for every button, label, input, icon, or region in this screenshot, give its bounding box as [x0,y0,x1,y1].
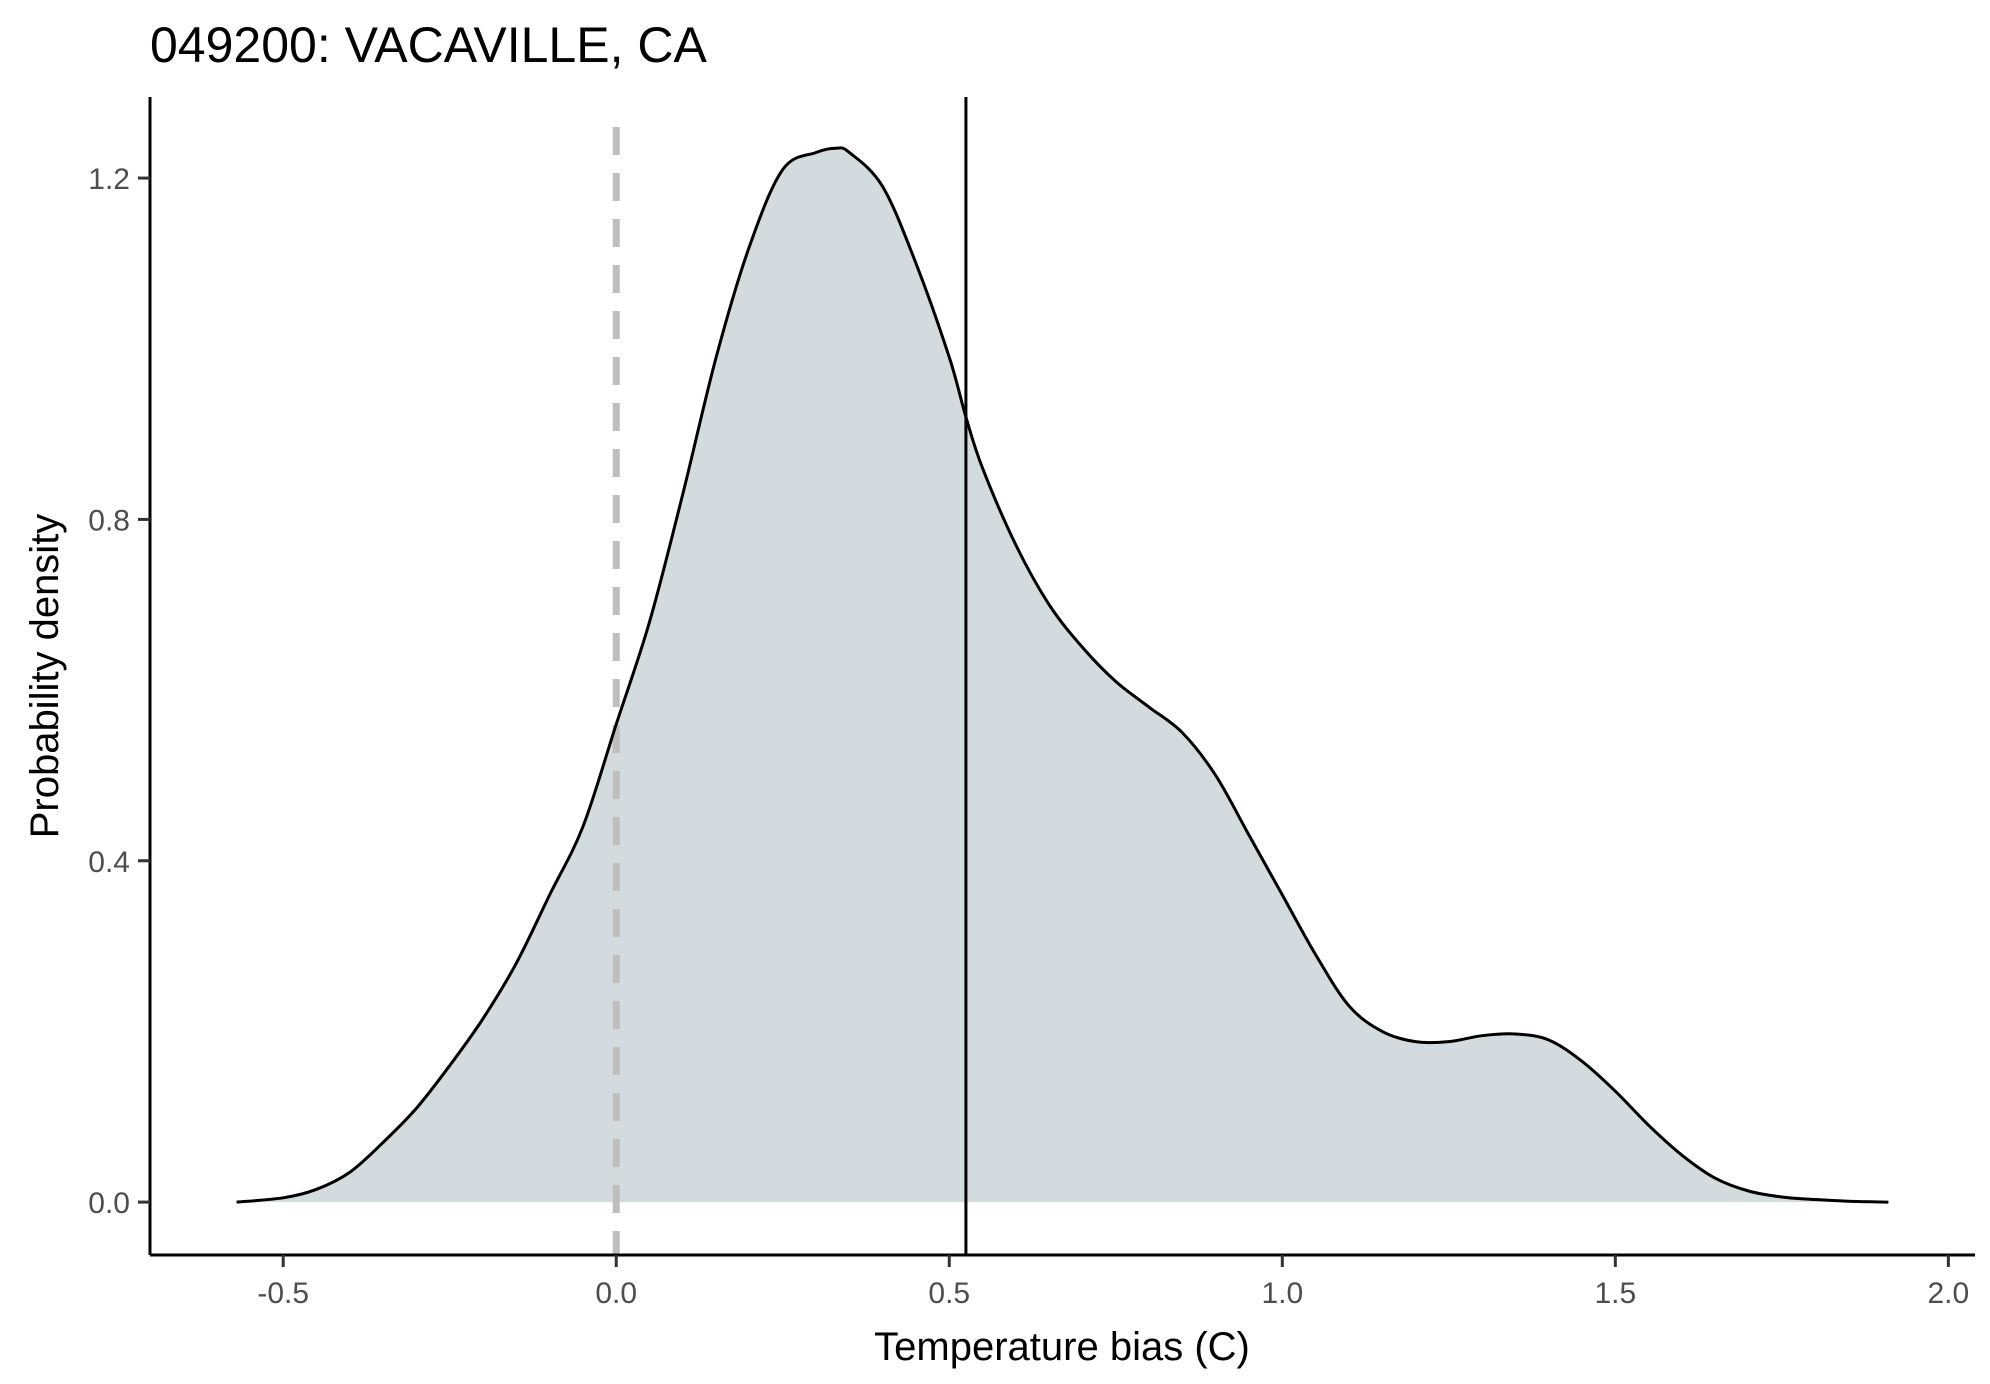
density-curve [236,146,1889,1204]
x-axis-ticks: -0.5 0.0 0.5 1.0 1.5 2.0 [257,1255,1969,1310]
y-axis-ticks: 0.0 0.4 0.8 1.2 [88,163,150,1220]
y-tick-label: 1.2 [88,163,130,196]
y-tick-label: 0.4 [88,846,130,879]
plot-area [236,97,1889,1255]
x-axis-title: Temperature bias (C) [874,1325,1250,1369]
x-tick-label: 0.5 [928,1277,970,1310]
x-tick-label: 2.0 [1927,1277,1969,1310]
x-tick-label: 1.0 [1261,1277,1303,1310]
y-tick-label: 0.8 [88,504,130,537]
x-tick-label: -0.5 [257,1277,309,1310]
density-area [236,147,1889,1203]
y-axis-title: Probability density [23,514,67,839]
x-tick-label: 1.5 [1594,1277,1636,1310]
y-tick-label: 0.0 [88,1187,130,1220]
x-tick-label: 0.0 [595,1277,637,1310]
chart-title: 049200: VACAVILLE, CA [150,17,707,73]
